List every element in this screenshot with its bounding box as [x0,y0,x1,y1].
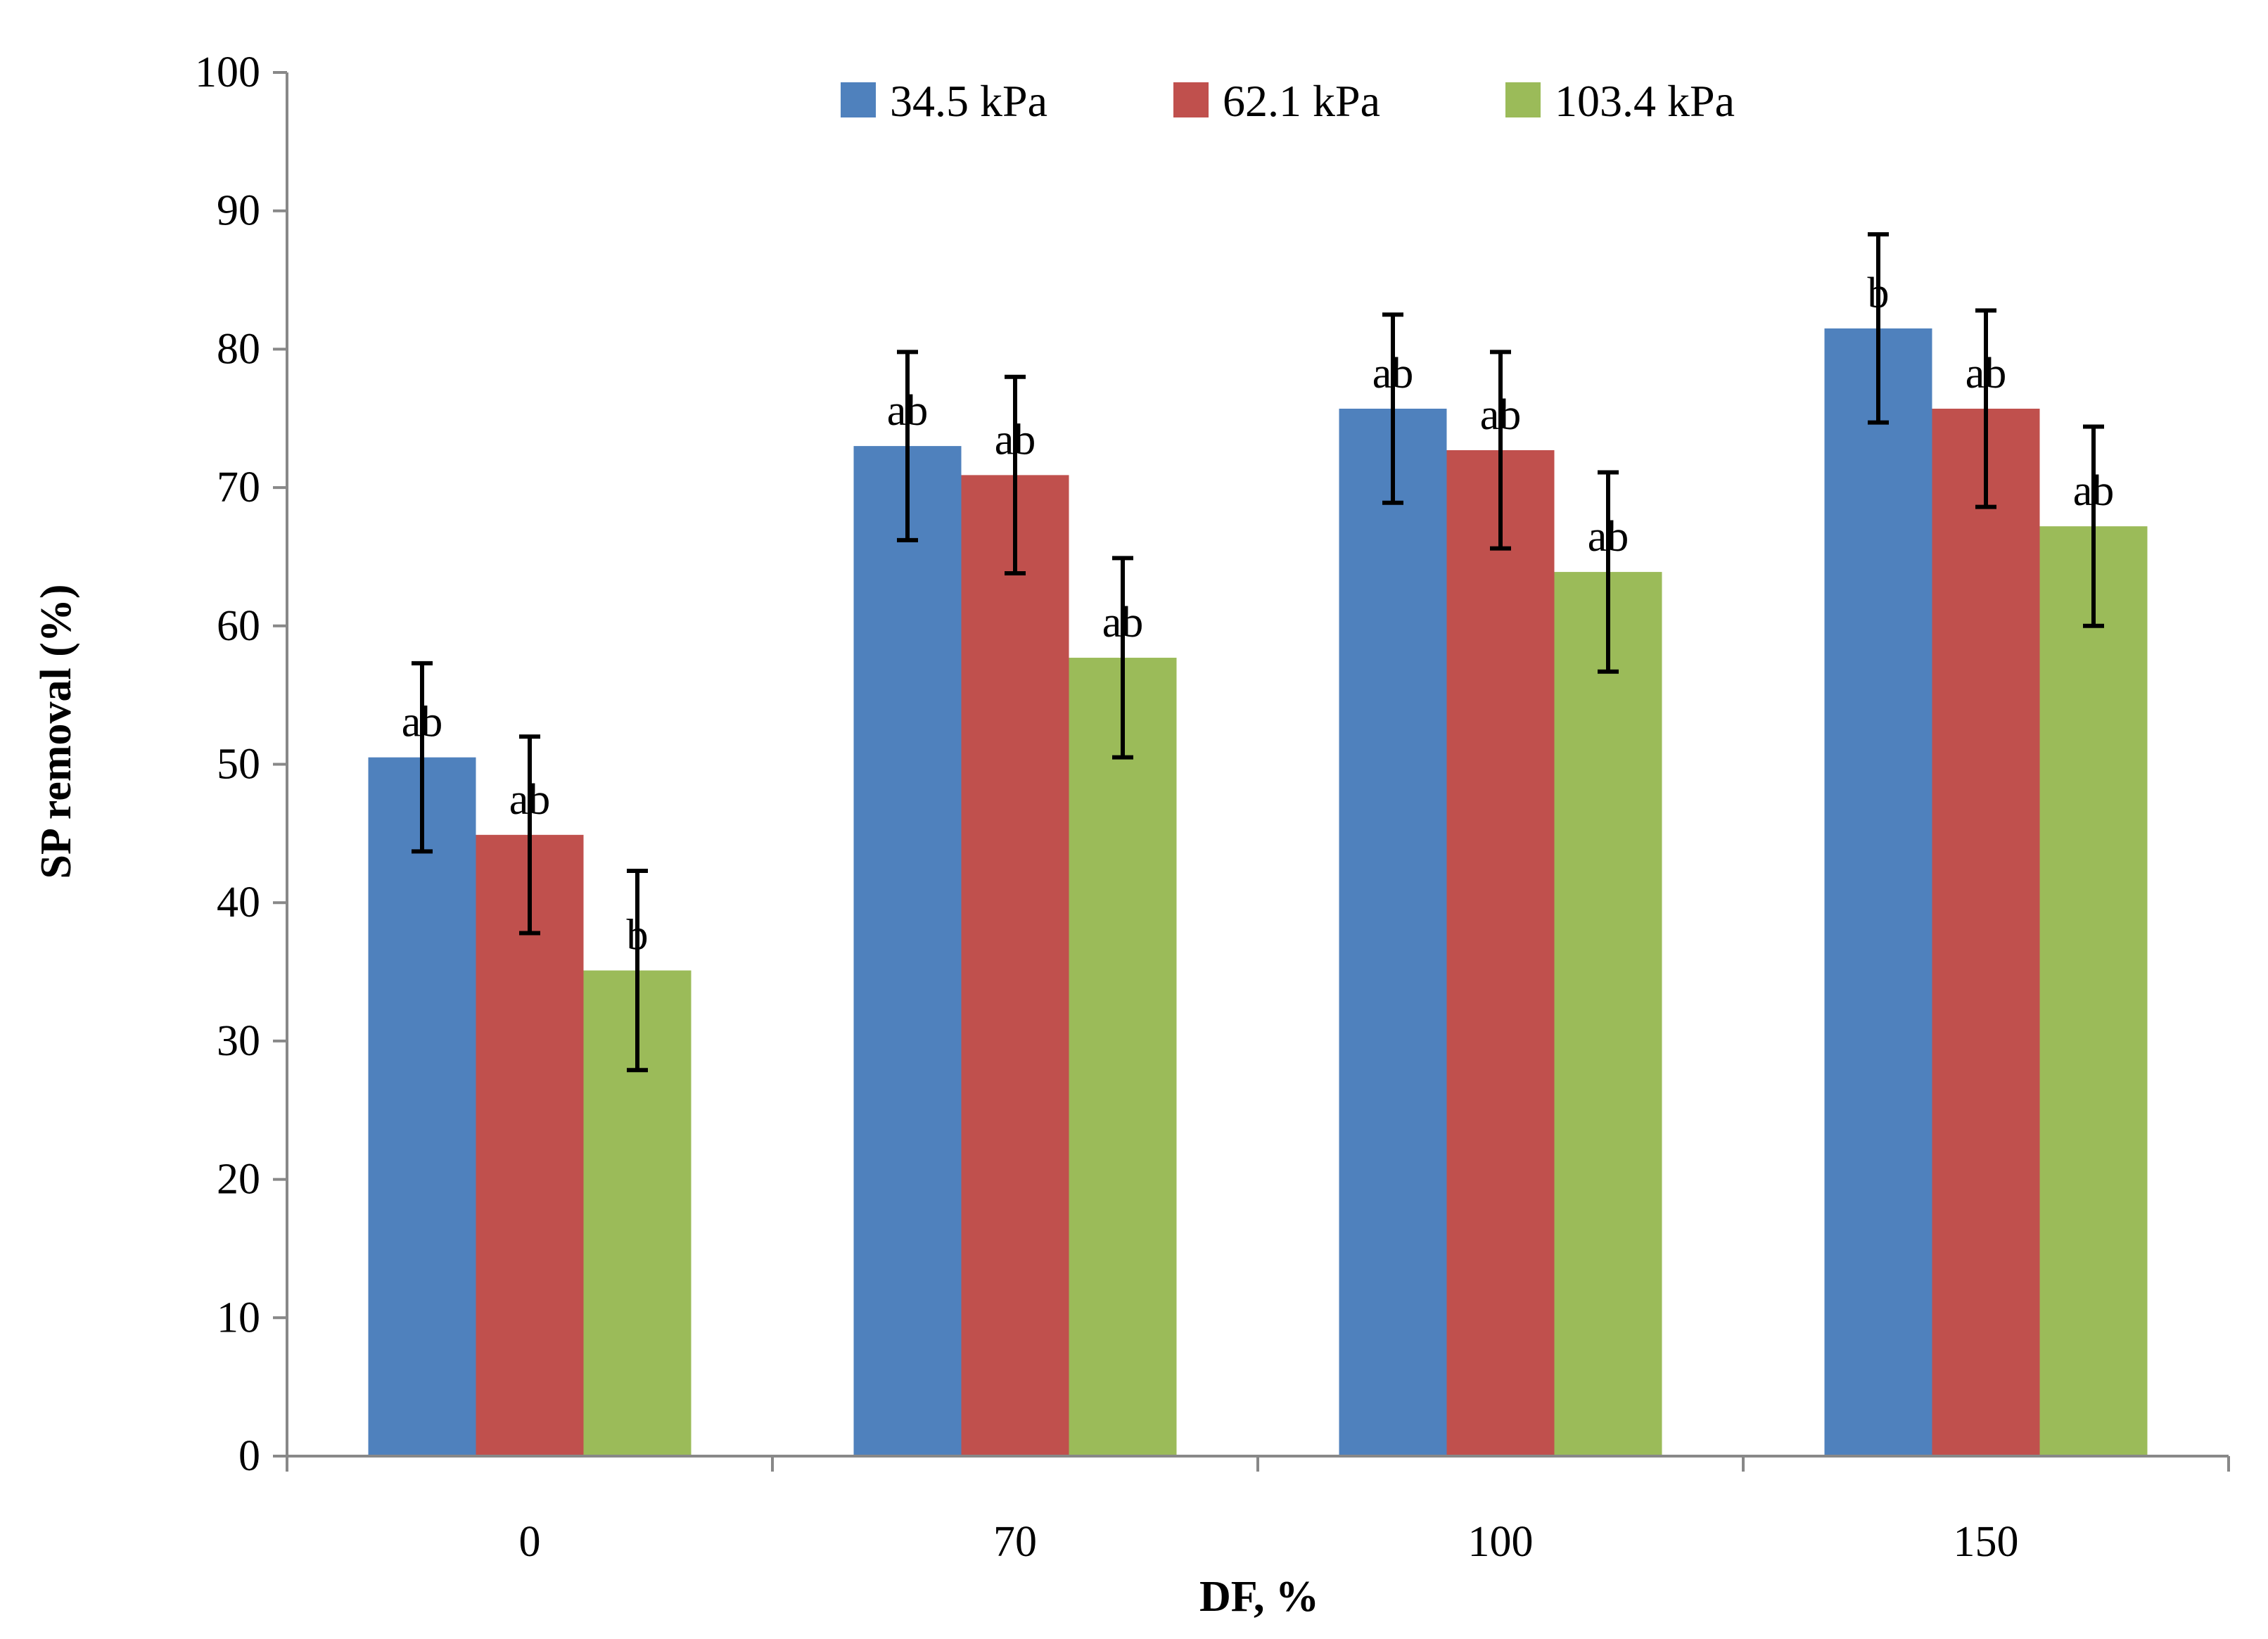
legend-swatch [1173,82,1209,117]
x-tick-label-70: 70 [993,1518,1037,1566]
bar-label-34.5-kPa-0: ab [402,699,443,746]
legend-item-103.4-kPa: 103.4 kPa [1505,76,1735,126]
y-tick-label-100: 100 [195,49,260,96]
bar-62.1-kPa-150 [1932,408,2040,1457]
bar-62.1-kPa-70 [961,475,1069,1456]
y-tick-label-0: 0 [238,1432,260,1480]
legend-swatch [1505,82,1541,117]
axes-layer: 0 10 20 30 40 50 60 70 80 90 100 0 70 100 150 [195,49,2230,1566]
bar-label-103.4-kPa-70: ab [1102,599,1144,646]
y-tick-label-40: 40 [217,879,260,926]
bar-34.5-kPa-0 [368,757,476,1456]
y-tick-label-60: 60 [217,602,260,650]
error-bar-62.1-kPa-0 [519,734,540,936]
legend-swatch [841,82,876,117]
bar-label-62.1-kPa-70: ab [995,416,1036,464]
error-bar-103.4-kPa-70 [1112,556,1133,760]
bar-label-34.5-kPa-100: ab [1372,350,1414,397]
x-tick-label-150: 150 [1954,1518,2019,1566]
bar-103.4-kPa-100 [1554,572,1662,1457]
error-bar-62.1-kPa-150 [1975,308,1996,509]
bar-label-103.4-kPa-100: ab [1588,513,1629,561]
bar-34.5-kPa-100 [1339,408,1447,1457]
legend-item-34.5-kPa: 34.5 kPa [841,76,1047,126]
bar-labels-layer: ab ab ab b ab ab ab ab b ab ab ab [402,269,2115,959]
bar-label-103.4-kPa-0: b [627,912,649,959]
y-tick-label-90: 90 [217,187,260,235]
legend-label: 62.1 kPa [1223,76,1380,126]
x-tick-label-100: 100 [1468,1518,1534,1566]
legend-label: 34.5 kPa [890,76,1047,126]
legend: 34.5 kPa 62.1 kPa 103.4 kPa [841,76,1735,126]
error-bar-34.5-kPa-0 [412,661,433,854]
bar-103.4-kPa-70 [1069,658,1177,1456]
error-bar-103.4-kPa-0 [627,868,648,1073]
error-bar-103.4-kPa-150 [2083,424,2104,628]
y-axis-title: SP removal (%) [32,584,80,879]
error-bar-34.5-kPa-100 [1382,312,1403,505]
y-tick-label-50: 50 [217,741,260,789]
error-bar-62.1-kPa-70 [1005,374,1026,576]
x-tick-label-0: 0 [519,1518,541,1566]
error-bars-layer [412,232,2104,1073]
y-tick-label-30: 30 [217,1017,260,1065]
bar-label-62.1-kPa-0: ab [509,776,551,824]
error-bar-103.4-kPa-100 [1598,470,1619,674]
error-bar-34.5-kPa-70 [897,350,918,542]
y-tick-label-70: 70 [217,464,260,511]
bar-label-62.1-kPa-100: ab [1480,391,1522,439]
y-tick-label-80: 80 [217,325,260,373]
bar-label-103.4-kPa-150: ab [2073,467,2115,515]
legend-label: 103.4 kPa [1555,76,1735,126]
x-axis-title: DF, % [1199,1573,1319,1621]
y-tick-label-10: 10 [217,1294,260,1341]
bar-103.4-kPa-150 [2039,526,2148,1456]
y-tick-label-20: 20 [217,1156,260,1204]
bars-layer [368,328,2148,1457]
bar-label-34.5-kPa-70: ab [887,387,929,435]
legend-item-62.1-kPa: 62.1 kPa [1173,76,1380,126]
bar-34.5-kPa-70 [853,446,962,1456]
bar-label-34.5-kPa-150: b [1868,269,1890,317]
bar-label-62.1-kPa-150: ab [1966,350,2007,397]
bar-34.5-kPa-150 [1824,328,1932,1456]
bar-62.1-kPa-100 [1446,449,1555,1457]
bar-62.1-kPa-0 [476,834,584,1456]
error-bar-62.1-kPa-100 [1490,350,1511,551]
error-bar-34.5-kPa-150 [1868,232,1889,425]
